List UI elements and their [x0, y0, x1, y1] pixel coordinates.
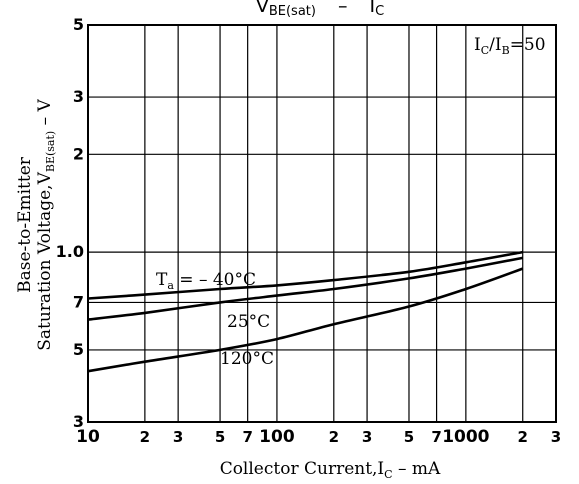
y-tick-label: 1.0 [56, 242, 84, 261]
y-tick-label: 2 [73, 144, 84, 163]
condition-annotation: IC/IB=50 [474, 35, 546, 57]
annot-a-sub: C [481, 44, 489, 57]
series-label-120: 120°C [220, 349, 274, 369]
x-tick-label: 5 [404, 428, 414, 446]
annot-c: =50 [510, 35, 546, 55]
y-tick-label: 7 [73, 292, 84, 311]
x-tick-label: 1000 [442, 427, 489, 447]
title-i-sub: C [375, 4, 384, 19]
y-tick-label: 3 [73, 412, 84, 431]
annot-a: I [474, 35, 481, 55]
x-axis-label: Collector Current,IC – mA [220, 459, 441, 481]
title-sep: – [338, 0, 348, 17]
x-tick-labels: 10 2 3 5 7 100 2 3 5 7 1000 2 3 [76, 427, 561, 447]
x-tick-label: 3 [173, 428, 183, 446]
x-tick-label: 3 [362, 428, 372, 446]
title-v-sub: BE(sat) [269, 4, 316, 19]
annot-b-sub: B [502, 44, 510, 57]
x-tick-label: 7 [242, 428, 252, 446]
x-tick-label: 2 [140, 428, 150, 446]
y-axis-label-line2: Saturation Voltage,VBE(sat) – V [35, 98, 57, 350]
title-v: V [256, 0, 269, 17]
annot-b: /I [489, 35, 501, 55]
series-curves [88, 252, 523, 371]
x-tick-label: 100 [259, 427, 295, 447]
y-tick-label: 5 [73, 15, 84, 34]
x-tick-label: 3 [551, 428, 561, 446]
series-label-25: 25°C [227, 312, 270, 332]
y-tick-labels: 3 5 7 1.0 2 3 5 [56, 15, 84, 431]
y-tick-label: 5 [73, 340, 84, 359]
y-axis-label-line1: Base-to-Emitter [15, 156, 35, 293]
y-tick-label: 3 [73, 87, 84, 106]
plot-frame [88, 25, 556, 422]
x-tick-label: 7 [431, 428, 441, 446]
grid-lines [88, 25, 556, 422]
x-tick-label: 2 [329, 428, 339, 446]
chart-title: VBE(sat) – IC [256, 0, 384, 19]
x-tick-label: 5 [215, 428, 225, 446]
y-axis-label: Base-to-Emitter Saturation Voltage,VBE(s… [15, 98, 57, 350]
series-line-1 [88, 258, 523, 320]
x-tick-label: 2 [518, 428, 528, 446]
plot-border [88, 25, 556, 422]
series-label-minus40: Ta = – 40°C [156, 270, 256, 292]
